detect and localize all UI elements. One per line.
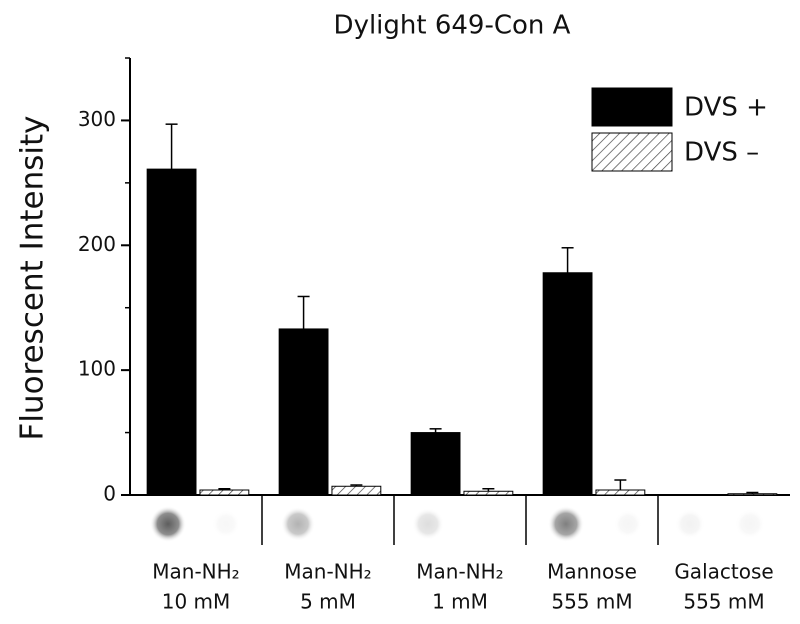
bar bbox=[410, 432, 461, 496]
y-tick-label: 200 bbox=[78, 232, 116, 256]
y-axis-label: Fluorescent Intensity bbox=[15, 115, 51, 440]
x-tick-label: Mannose bbox=[547, 560, 637, 584]
legend-swatch bbox=[591, 87, 673, 127]
x-tick-label: Man-NH₂ bbox=[152, 560, 239, 584]
x-tick-label: Galactose bbox=[674, 560, 773, 584]
spot-strip bbox=[150, 506, 765, 542]
bar bbox=[199, 489, 250, 496]
legend-label: DVS + bbox=[684, 93, 768, 123]
y-tick-label: 0 bbox=[103, 482, 116, 506]
bar bbox=[595, 489, 646, 496]
bar bbox=[278, 328, 329, 496]
y-tick-label: 300 bbox=[78, 107, 116, 131]
x-tick-label: 1 mM bbox=[432, 590, 488, 614]
x-tick-label: 555 mM bbox=[551, 590, 632, 614]
chart-title: Dylight 649-Con A bbox=[334, 11, 571, 41]
bar bbox=[146, 168, 197, 496]
legend-swatch bbox=[591, 132, 673, 172]
x-tick-label: 555 mM bbox=[683, 590, 764, 614]
x-tick-label: 5 mM bbox=[300, 590, 356, 614]
y-tick-label: 100 bbox=[78, 357, 116, 381]
bar bbox=[331, 485, 382, 496]
x-tick-label: Man-NH₂ bbox=[284, 560, 371, 584]
bar bbox=[542, 272, 593, 496]
bar bbox=[727, 493, 778, 496]
legend-label: DVS – bbox=[684, 138, 759, 168]
bar bbox=[463, 490, 514, 496]
x-tick-label: 10 mM bbox=[162, 590, 231, 614]
x-tick-label: Man-NH₂ bbox=[416, 560, 503, 584]
